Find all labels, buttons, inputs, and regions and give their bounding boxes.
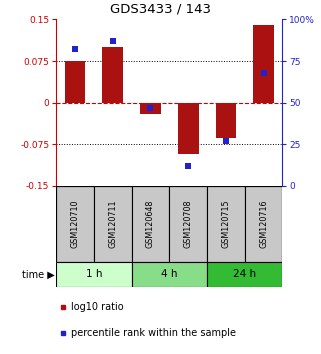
Bar [169, 186, 207, 262]
Text: 1 h: 1 h [86, 269, 102, 279]
Point [73, 47, 78, 52]
Bar [245, 186, 282, 262]
Point [148, 105, 153, 110]
Bar [102, 47, 123, 103]
Text: GSM120716: GSM120716 [259, 200, 268, 248]
Text: GSM120711: GSM120711 [108, 200, 117, 248]
Text: log10 ratio: log10 ratio [72, 302, 124, 313]
Bar [207, 186, 245, 262]
Bar [94, 186, 132, 262]
Bar [61, 331, 65, 335]
Bar [207, 262, 282, 287]
Bar [56, 262, 132, 287]
Text: GDS3433 / 143: GDS3433 / 143 [110, 3, 211, 16]
Point [223, 138, 229, 144]
Bar [253, 25, 274, 103]
Bar [56, 186, 94, 262]
Text: 4 h: 4 h [161, 269, 178, 279]
Bar [178, 103, 199, 154]
Text: GSM120648: GSM120648 [146, 200, 155, 248]
Text: GSM120715: GSM120715 [221, 200, 230, 248]
Point [110, 38, 115, 44]
Bar [65, 61, 85, 103]
Text: GSM120708: GSM120708 [184, 200, 193, 248]
Bar [61, 306, 65, 309]
Point [186, 163, 191, 169]
Bar [132, 186, 169, 262]
Text: GSM120710: GSM120710 [71, 200, 80, 248]
Bar [132, 262, 207, 287]
Point [261, 70, 266, 75]
Bar [215, 103, 236, 138]
Text: percentile rank within the sample: percentile rank within the sample [72, 328, 237, 338]
Text: 24 h: 24 h [233, 269, 256, 279]
Bar [140, 103, 161, 114]
Text: time ▶: time ▶ [22, 269, 55, 279]
